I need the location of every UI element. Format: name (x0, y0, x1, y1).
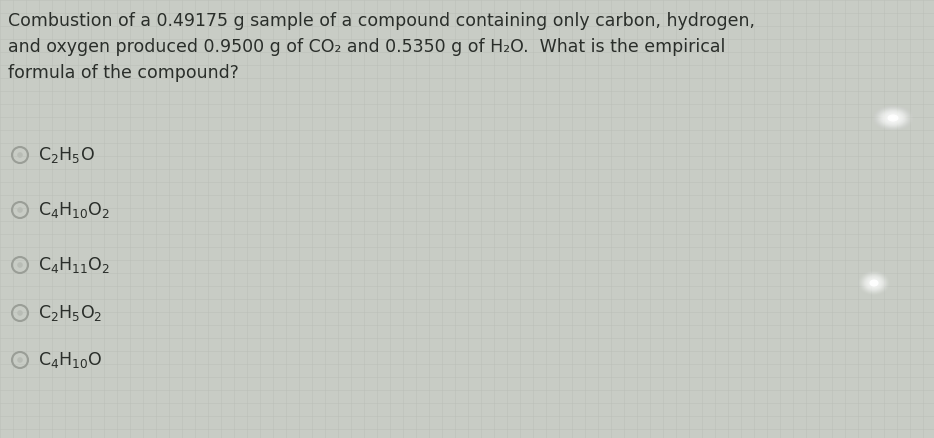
Ellipse shape (885, 113, 900, 123)
Ellipse shape (873, 283, 875, 284)
Ellipse shape (869, 279, 880, 287)
Ellipse shape (888, 115, 898, 121)
Ellipse shape (876, 107, 910, 128)
Ellipse shape (890, 116, 897, 120)
Ellipse shape (870, 280, 878, 286)
Ellipse shape (887, 114, 899, 121)
Ellipse shape (871, 281, 877, 285)
Ellipse shape (884, 113, 902, 124)
Ellipse shape (892, 117, 894, 119)
Circle shape (17, 152, 22, 158)
Ellipse shape (866, 277, 882, 290)
Text: C$_4$H$_{10}$O$_2$: C$_4$H$_{10}$O$_2$ (38, 200, 110, 220)
Text: formula of the compound?: formula of the compound? (8, 64, 239, 82)
Ellipse shape (886, 114, 899, 122)
Circle shape (17, 310, 22, 316)
Ellipse shape (875, 107, 911, 129)
Text: C$_4$H$_{11}$O$_2$: C$_4$H$_{11}$O$_2$ (38, 255, 110, 275)
Ellipse shape (874, 106, 912, 130)
Ellipse shape (862, 274, 885, 292)
Ellipse shape (867, 277, 881, 289)
Circle shape (17, 357, 22, 363)
Ellipse shape (880, 110, 906, 127)
Ellipse shape (879, 109, 907, 127)
Ellipse shape (868, 278, 881, 288)
Ellipse shape (884, 112, 903, 124)
Ellipse shape (865, 276, 883, 290)
Circle shape (17, 207, 22, 213)
Ellipse shape (864, 276, 884, 291)
Text: Combustion of a 0.49175 g sample of a compound containing only carbon, hydrogen,: Combustion of a 0.49175 g sample of a co… (8, 12, 755, 30)
Ellipse shape (891, 117, 895, 120)
Text: C$_4$H$_{10}$O: C$_4$H$_{10}$O (38, 350, 103, 370)
Ellipse shape (872, 282, 876, 284)
Ellipse shape (859, 272, 888, 294)
Circle shape (17, 262, 22, 268)
Ellipse shape (863, 275, 884, 291)
Ellipse shape (887, 114, 899, 121)
Ellipse shape (881, 110, 905, 126)
Ellipse shape (878, 108, 909, 128)
Ellipse shape (870, 279, 879, 286)
Text: C$_2$H$_5$O: C$_2$H$_5$O (38, 145, 94, 165)
Text: C$_2$H$_5$O$_2$: C$_2$H$_5$O$_2$ (38, 303, 103, 323)
Ellipse shape (860, 272, 887, 293)
Text: and oxygen produced 0.9500 g of CO₂ and 0.5350 g of H₂O.  What is the empirical: and oxygen produced 0.9500 g of CO₂ and … (8, 38, 726, 56)
Ellipse shape (861, 273, 886, 293)
Ellipse shape (882, 111, 904, 125)
Ellipse shape (870, 279, 879, 286)
